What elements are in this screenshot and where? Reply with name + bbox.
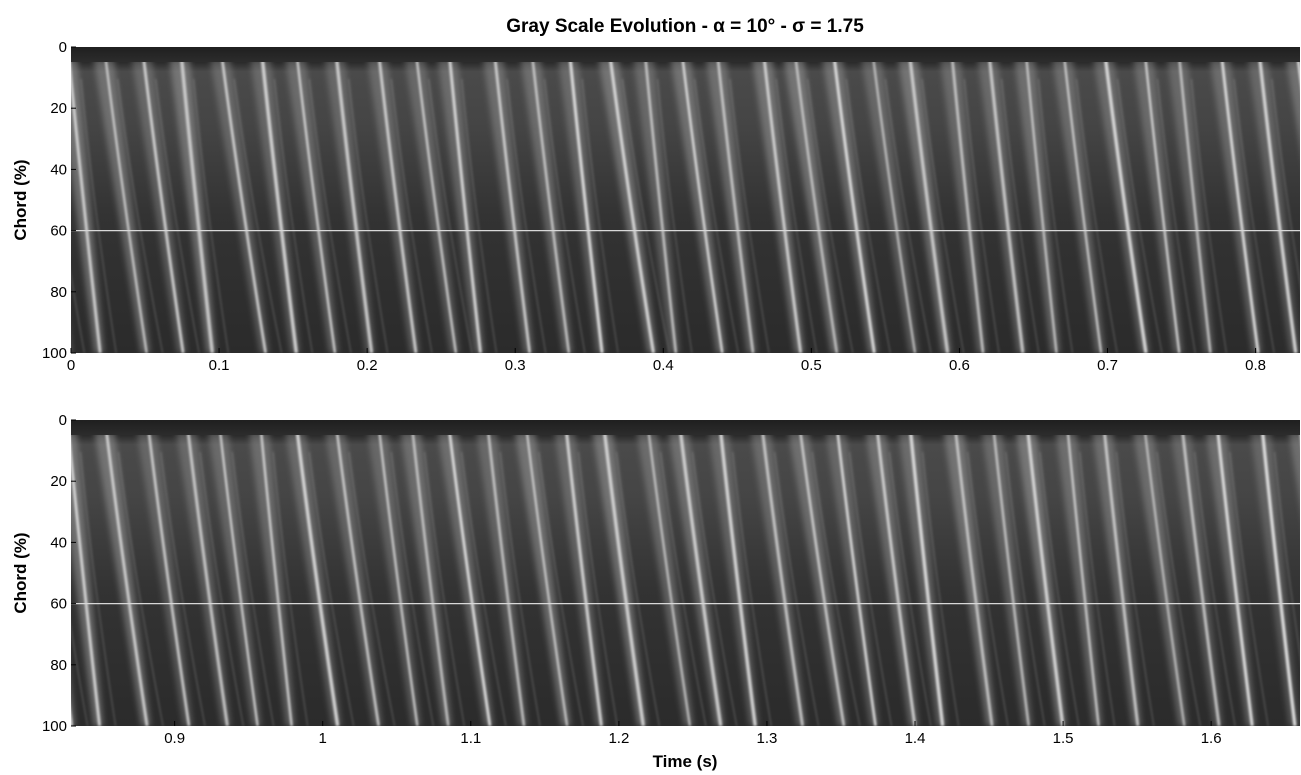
y-tick-label: 0 (59, 412, 67, 429)
y-tick-label: 100 (42, 345, 67, 362)
y-tick-label: 80 (50, 657, 67, 674)
y-axis: 0 20 40 60 80 100 (42, 39, 76, 362)
y-tick-label: 20 (50, 100, 67, 117)
x-tick-label: 0.9 (164, 730, 185, 747)
y-tick-label: 0 (59, 39, 67, 56)
x-tick-label: 1 (319, 730, 327, 747)
x-tick-label: 0.2 (357, 357, 378, 374)
x-axis: 0 0.1 0.2 0.3 0.4 0.5 0.6 0.7 0.8 (67, 348, 1266, 374)
y-axis: 0 20 40 60 80 100 (42, 412, 76, 735)
x-tick-label: 0.3 (505, 357, 526, 374)
y-tick-label: 60 (50, 596, 67, 613)
y-axis-label: Chord (%) (11, 532, 30, 613)
y-axis-label: Chord (%) (11, 159, 30, 240)
x-tick-label: 1.1 (460, 730, 481, 747)
x-tick-label: 0.6 (949, 357, 970, 374)
heatmap-panel-bottom: 0 20 40 60 80 100 0.9 1 1.1 1.2 1.3 1.4 1.5 1.6 Chor… (11, 412, 1300, 771)
y-tick-label: 40 (50, 161, 67, 178)
streak-layer (71, 47, 1300, 353)
x-tick-label: 1.2 (608, 730, 629, 747)
y-tick-label: 40 (50, 534, 67, 551)
x-tick-label: 0.7 (1097, 357, 1118, 374)
x-axis-label: Time (s) (653, 752, 718, 771)
x-tick-label: 0.1 (209, 357, 230, 374)
y-tick-label: 80 (50, 284, 67, 301)
x-tick-label: 0 (67, 357, 75, 374)
chart-title: Gray Scale Evolution - α = 10° - σ = 1.7… (506, 16, 864, 37)
x-tick-label: 1.4 (905, 730, 926, 747)
x-tick-label: 1.3 (757, 730, 778, 747)
x-tick-label: 1.6 (1201, 730, 1222, 747)
streak-layer (71, 420, 1300, 726)
y-tick-label: 100 (42, 718, 67, 735)
y-tick-label: 20 (50, 473, 67, 490)
x-tick-label: 1.5 (1053, 730, 1074, 747)
y-tick-label: 60 (50, 223, 67, 240)
x-tick-label: 0.4 (653, 357, 674, 374)
x-tick-label: 0.5 (801, 357, 822, 374)
x-axis: 0.9 1 1.1 1.2 1.3 1.4 1.5 1.6 (164, 721, 1222, 747)
heatmap-panel-top: 0 20 40 60 80 100 0 0.1 0.2 0.3 0.4 0.5 0.6 0.7 0.8 C… (11, 39, 1300, 374)
x-tick-label: 0.8 (1245, 357, 1266, 374)
